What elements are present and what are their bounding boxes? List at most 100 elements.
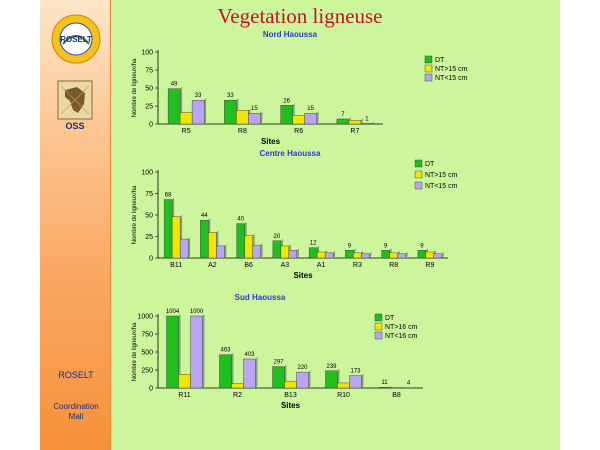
bar-nt-15-cm — [252, 244, 261, 259]
oss-label: OSS — [65, 121, 85, 131]
data-label: 403 — [244, 352, 255, 358]
bar-side — [308, 370, 311, 388]
y-tick-label: 25 — [145, 234, 153, 241]
x-tick-label: R7 — [350, 128, 359, 135]
data-label: 1 — [365, 116, 369, 122]
data-label: 20 — [274, 234, 281, 240]
bar-nt-15-cm — [348, 120, 362, 125]
data-label: 26 — [283, 98, 290, 104]
y-tick-label: 100 — [141, 170, 153, 177]
bar-side — [231, 352, 234, 388]
bar-dt — [378, 387, 391, 389]
sidebar: ROSELT OSS ROSELT Coordination Mali — [40, 0, 111, 450]
data-label: 49 — [171, 82, 178, 88]
legend-label: NT>16 cm — [385, 324, 418, 331]
bar-nt-15-cm — [353, 252, 362, 259]
data-label: 44 — [201, 213, 208, 219]
bar-side — [204, 98, 207, 124]
x-axis-label: Sites — [281, 401, 301, 410]
bar-side — [361, 373, 364, 388]
bar-side — [178, 314, 181, 388]
data-label: 33 — [227, 93, 234, 99]
bar-nt-16-cm — [349, 375, 362, 389]
x-tick-label: R8 — [238, 128, 247, 135]
legend-swatch — [414, 181, 423, 190]
x-tick-label: B11 — [170, 262, 182, 269]
y-axis-label: Nombre de ligneux/ha — [132, 58, 138, 117]
page-title: Vegetation ligneuse — [217, 4, 383, 28]
bar-side — [333, 250, 336, 258]
chart-title: Nord Haoussa — [263, 30, 318, 39]
bar-nt-15-cm — [216, 245, 225, 259]
bar-dt — [236, 223, 245, 259]
roselt-logo-text: ROSELT — [60, 35, 92, 44]
chart-title: Sud Haoussa — [235, 293, 286, 302]
data-label: 173 — [350, 369, 361, 375]
y-tick-label: 75 — [145, 68, 153, 75]
bar-nt-15-cm — [292, 115, 305, 125]
x-tick-label: B6 — [244, 262, 253, 269]
coordination-text: Coordination — [53, 402, 99, 411]
y-tick-label: 75 — [145, 191, 153, 198]
bar-nt-16-cm — [178, 374, 191, 389]
data-label: 297 — [273, 360, 284, 366]
legend-label: NT>15 cm — [425, 172, 458, 179]
legend-swatch — [414, 170, 423, 179]
bar-side — [369, 251, 372, 258]
bar-side — [390, 385, 393, 388]
bar-side — [360, 118, 363, 124]
x-tick-label: A3 — [281, 262, 290, 269]
x-tick-label: B13 — [284, 392, 297, 399]
bar-nt-16-cm — [402, 387, 415, 389]
x-tick-label: R10 — [337, 392, 350, 399]
bar-dt — [345, 250, 354, 259]
legend-swatch — [374, 313, 383, 322]
bar-dt — [200, 219, 209, 259]
bar-dt — [308, 247, 318, 259]
bar-side — [260, 243, 263, 258]
bar-dt — [163, 199, 173, 259]
legend-label: NT>15 cm — [435, 66, 468, 73]
bar-nt-15-cm — [316, 251, 326, 259]
y-tick-label: 0 — [149, 122, 153, 129]
data-label: 4 — [407, 381, 411, 387]
data-label: 9 — [420, 243, 424, 249]
bar-nt-15-cm — [236, 110, 249, 125]
bar-nt-15-cm — [288, 250, 298, 259]
y-tick-label: 50 — [145, 213, 153, 220]
legend-label: DT — [435, 57, 445, 64]
legend-swatch — [424, 73, 433, 82]
bar-side — [202, 314, 205, 388]
bar-nt-16-cm — [390, 387, 403, 389]
data-label: 68 — [165, 193, 172, 199]
data-label: 9 — [384, 243, 388, 249]
bar-nt-15-cm — [304, 112, 317, 125]
y-axis-label: Nombre de ligneux/ha — [132, 185, 138, 244]
legend-swatch — [374, 322, 383, 331]
bar-side — [224, 243, 227, 258]
bar-nt-15-cm — [179, 238, 189, 259]
x-tick-label: R9 — [425, 262, 434, 269]
chart-centre-haoussa: Centre Haoussa 0 25 50 75 100 Nombre de ligneu… — [132, 149, 458, 280]
bar-side — [255, 356, 258, 388]
bar-nt-15-cm — [208, 231, 217, 259]
bar-nt-16-cm — [296, 371, 309, 389]
roselt-logo: ROSELT — [51, 14, 101, 64]
bar-dt — [325, 370, 338, 389]
chart-title: Centre Haoussa — [260, 149, 321, 158]
legend-swatch — [424, 55, 433, 64]
bar-nt-15-cm — [425, 251, 435, 259]
data-label: 9 — [348, 243, 352, 249]
legend-swatch — [374, 331, 383, 340]
x-axis-label: Sites — [261, 137, 281, 146]
coordination-label: Coordination Mali — [40, 402, 112, 422]
x-tick-label: A1 — [317, 262, 326, 269]
network-label: ROSELT — [58, 370, 94, 380]
legend-label: DT — [385, 315, 395, 322]
bar-side — [441, 251, 444, 258]
bar-side — [296, 248, 299, 258]
y-tick-label: 100 — [141, 50, 153, 57]
bar-side — [402, 385, 405, 388]
